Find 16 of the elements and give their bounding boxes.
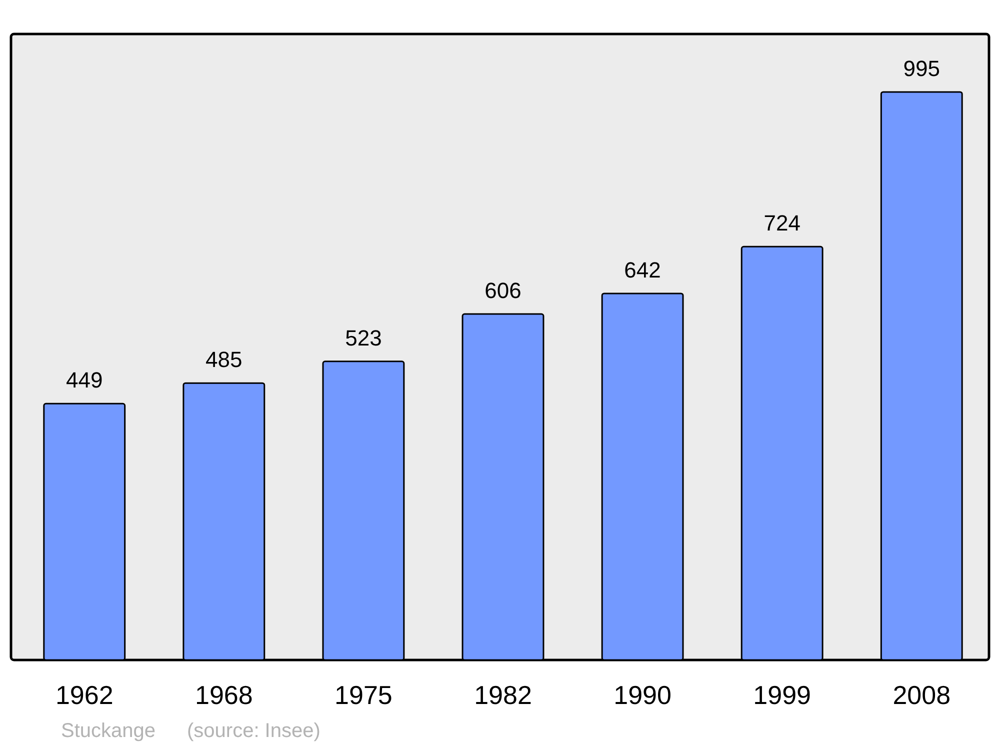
- x-tick-label: 1999: [753, 680, 812, 710]
- data-label: 606: [484, 278, 522, 304]
- data-label: 485: [206, 347, 242, 372]
- x-tick-label: 1975: [334, 680, 392, 710]
- text: (source: Insee): [187, 720, 320, 742]
- data-label: 449: [66, 368, 103, 393]
- x-tick-label: 2008: [892, 680, 951, 710]
- data-label: 724: [764, 210, 800, 236]
- data-label: 523: [345, 325, 382, 350]
- text: Stuckange: [61, 720, 156, 742]
- x-tick-label: 1982: [474, 680, 532, 710]
- data-label: 995: [903, 56, 940, 81]
- data-label: 642: [624, 257, 661, 282]
- x-tick-label: 1990: [614, 680, 672, 710]
- x-tick-label: 1962: [55, 680, 114, 710]
- x-tick-label: 1968: [194, 680, 253, 710]
